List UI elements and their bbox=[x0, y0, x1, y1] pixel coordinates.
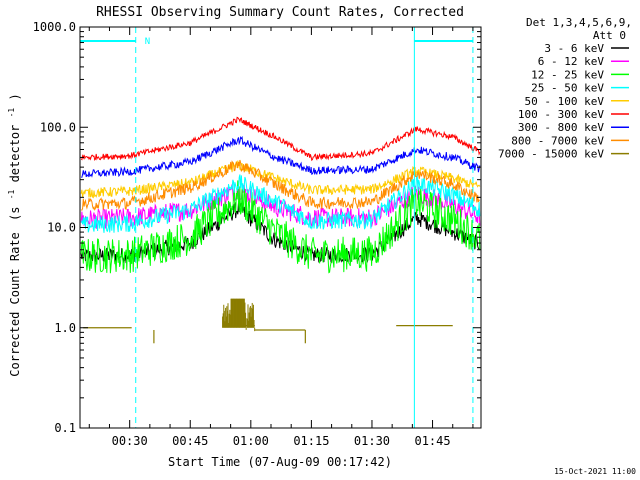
series-line-5 bbox=[80, 116, 481, 162]
y-axis-label-unit: detector bbox=[8, 125, 22, 183]
y-tick-label-3: 100.0 bbox=[40, 120, 76, 134]
series-line-2 bbox=[80, 180, 481, 274]
legend-label-6: 300 - 800 keV bbox=[518, 121, 604, 134]
chart-title: RHESSI Observing Summary Count Rates, Co… bbox=[96, 5, 464, 20]
series-line-3 bbox=[80, 174, 481, 233]
x-tick-label-2: 01:00 bbox=[233, 434, 269, 448]
y-tick-label-2: 10.0 bbox=[47, 221, 76, 235]
legend-label-0: 3 - 6 keV bbox=[544, 42, 604, 55]
y-axis-label-exp-1: -1 bbox=[7, 189, 16, 199]
x-tick-label-4: 01:30 bbox=[354, 434, 390, 448]
y-axis-label-paren: (s bbox=[8, 207, 22, 221]
legend-label-2: 12 - 25 keV bbox=[531, 68, 604, 81]
timestamp: 15-Oct-2021 11:00 bbox=[554, 467, 636, 476]
fragment-burst bbox=[222, 298, 256, 332]
legend-label-1: 6 - 12 keV bbox=[538, 55, 605, 68]
legend-label-8: 7000 - 15000 keV bbox=[498, 148, 604, 161]
x-tick-label-1: 00:45 bbox=[172, 434, 208, 448]
y-axis-label-main: Corrected Count Rate bbox=[8, 232, 22, 377]
x-tick-label-0: 00:30 bbox=[112, 434, 148, 448]
legend-label-4: 50 - 100 keV bbox=[525, 95, 605, 108]
y-tick-label-4: 1000.0 bbox=[33, 20, 76, 34]
axes-layer: 00:30 00:45 01:00 01:15 01:30 01:45 0.1 1.0 10.0… bbox=[33, 20, 482, 448]
y-axis-label-exp-2: -1 bbox=[7, 108, 16, 118]
legend-label-7: 800 - 7000 keV bbox=[511, 134, 604, 147]
marker-label-N: N bbox=[145, 37, 150, 47]
legend-label-3: 25 - 50 keV bbox=[531, 82, 604, 95]
y-axis-label: Corrected Count Rate (s -1 detector -1 ) bbox=[3, 93, 22, 376]
y-axis-label-close: ) bbox=[8, 93, 22, 100]
series-line-4 bbox=[80, 160, 481, 199]
series-line-7 bbox=[81, 159, 480, 211]
y-tick-label-0: 0.1 bbox=[54, 421, 76, 435]
legend-header-line2: Att 0 bbox=[593, 29, 626, 42]
y-tick-label-1: 1.0 bbox=[54, 321, 76, 335]
x-tick-label-3: 01:15 bbox=[293, 434, 329, 448]
x-axis-label: Start Time (07-Aug-09 00:17:42) bbox=[168, 455, 392, 469]
legend-header-line1: Det 1,3,4,5,6,9, bbox=[526, 16, 632, 29]
series-line-6 bbox=[81, 135, 481, 178]
series-layer bbox=[80, 116, 481, 344]
legend-label-5: 100 - 300 keV bbox=[518, 108, 604, 121]
x-tick-label-5: 01:45 bbox=[414, 434, 450, 448]
